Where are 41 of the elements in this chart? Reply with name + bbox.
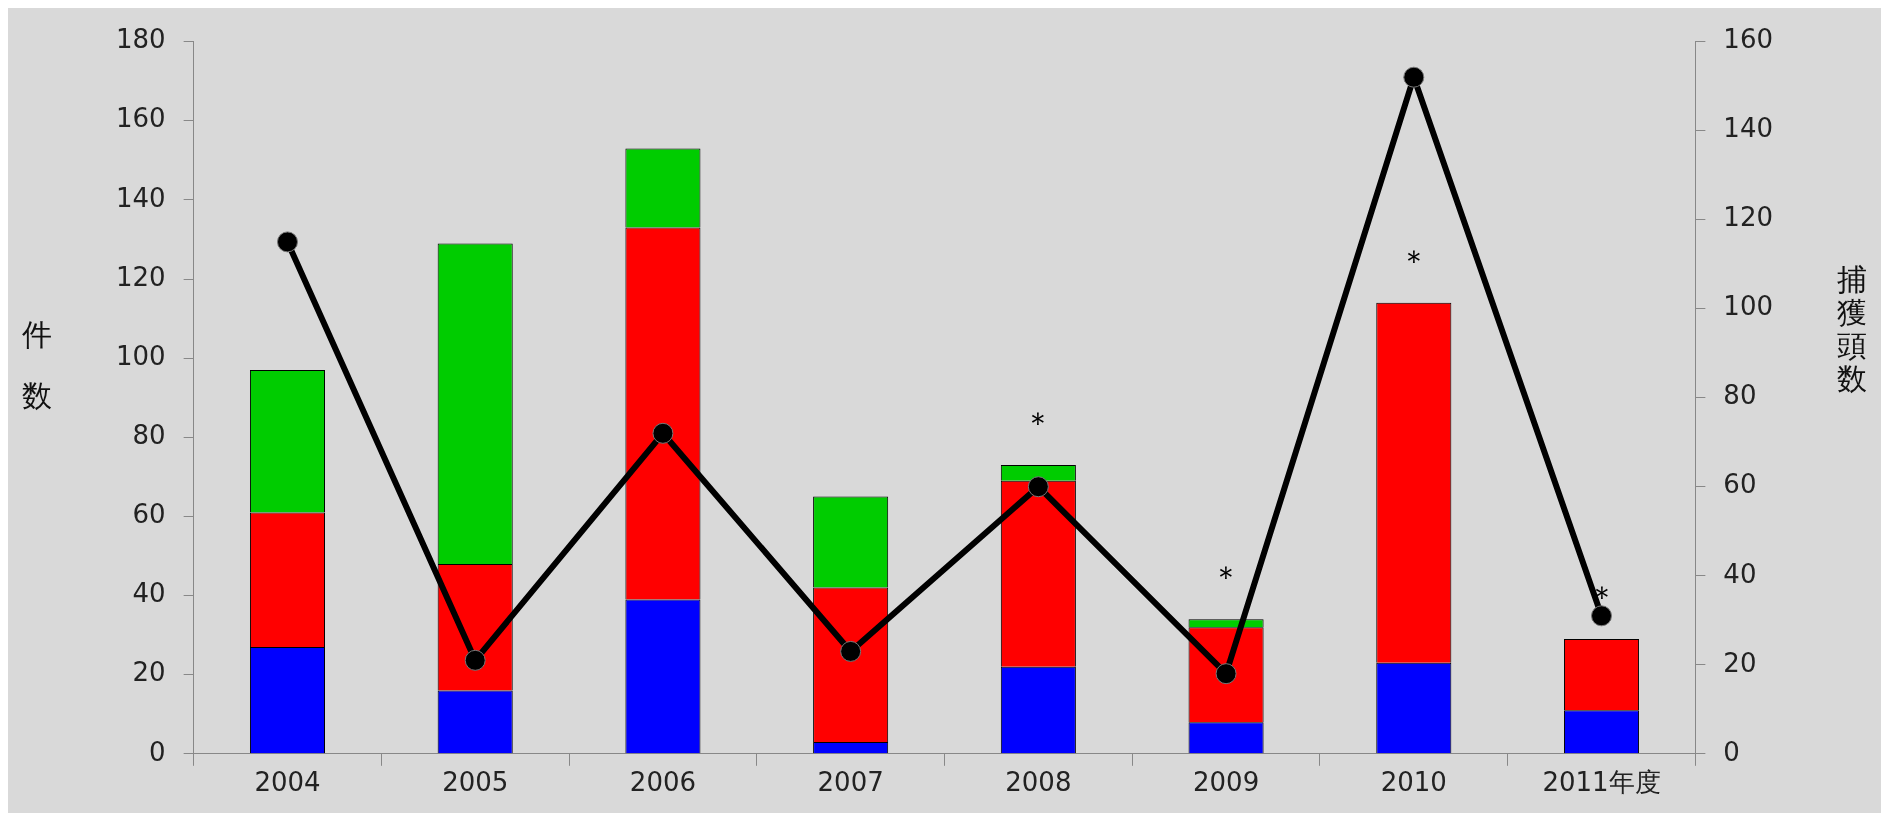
y-tick-label: 80 [132, 420, 166, 451]
point [652, 422, 674, 444]
y2-tick-label: 40 [1723, 558, 1757, 589]
point [1591, 605, 1613, 627]
y-tick-label: 140 [115, 182, 166, 213]
point [1215, 663, 1237, 685]
x-tick-label: 2005 [442, 767, 509, 798]
y-tick-label: 180 [115, 24, 166, 55]
x-tick-label: 2009 [1192, 767, 1260, 798]
y-tick-label: 20 [132, 657, 166, 688]
x-tick-label: 2008 [1005, 767, 1072, 798]
x-tick-label: 2007 [817, 767, 884, 798]
y-tick-label: 120 [115, 261, 166, 292]
y2-tick-label: 160 [1723, 24, 1774, 55]
y-axis-title: 件数 [22, 317, 52, 413]
point [276, 231, 298, 253]
y2-tick-label: 80 [1723, 380, 1757, 411]
y-tick-label: 100 [115, 340, 166, 371]
y2-tick-label: 60 [1723, 469, 1757, 500]
y-tick-label: 60 [132, 499, 166, 530]
y-tick-label: 40 [132, 578, 166, 609]
y2-tick-label: 140 [1723, 113, 1774, 144]
annotation: ＊ [1398, 242, 1429, 278]
point [1027, 476, 1049, 498]
point [840, 640, 862, 662]
y2-axis-title: 捕獲頭数 [1837, 262, 1867, 396]
y2-tick-label: 0 [1723, 736, 1740, 767]
y-tick-label: 0 [149, 736, 166, 767]
point [1403, 66, 1425, 88]
annotation: ＊ [1586, 578, 1617, 614]
annotation: ＊ [1211, 559, 1242, 595]
point [464, 649, 486, 671]
x-tick-label: 2004 [254, 767, 321, 798]
x-tick-label: 2011年度 [1542, 767, 1661, 798]
x-tick-label: 2006 [629, 767, 697, 798]
x-tick-label: 2010 [1380, 767, 1447, 798]
annotation: ＊ [1023, 404, 1054, 440]
y2-tick-label: 20 [1723, 647, 1757, 678]
y-tick-label: 160 [115, 103, 166, 134]
y2-tick-label: 120 [1723, 202, 1774, 233]
y2-tick-label: 100 [1723, 291, 1774, 322]
